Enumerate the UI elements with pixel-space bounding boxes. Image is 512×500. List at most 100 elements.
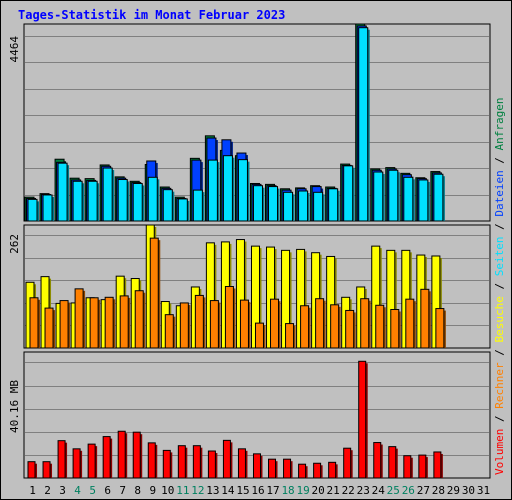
bar-seiten-day-26 [403,176,415,222]
bar-seiten-day-1-body [27,198,38,222]
bar-rechner-day-12-body [194,294,204,349]
legend-separator: / [493,276,506,296]
bar-rechner-day-27-body [420,288,430,349]
bar-volumen-day-14 [222,439,233,479]
legend-entry-seiten: Seiten [493,237,506,277]
bar-rechner-day-17 [270,298,281,349]
bar-seiten-day-8-body [132,182,143,222]
x-tick-label-day-18: 18 [281,484,294,497]
bar-rechner-day-4-body [74,288,84,349]
bar-volumen-day-27-body [418,454,427,479]
bar-seiten-day-3-body [57,162,68,222]
bar-rechner-day-18-body [285,323,295,349]
bar-seiten-day-28-body [433,173,444,222]
bar-rechner-day-8 [134,290,146,349]
y-max-label-middle: 262 [8,234,21,254]
bar-volumen-day-7-body [117,430,126,479]
bar-volumen-day-16-body [252,453,261,479]
bar-seiten-day-4-body [72,180,83,222]
bar-rechner-day-15-body [239,299,249,349]
bar-volumen-day-24 [373,442,383,479]
bar-volumen-day-9 [147,442,158,479]
bar-seiten-day-23 [358,27,370,222]
bar-seiten-day-16-body [252,185,263,222]
x-tick-label-day-19: 19 [296,484,309,497]
x-tick-label-day-8: 8 [134,484,141,497]
x-tick-label-day-28: 28 [432,484,445,497]
bar-rechner-day-20 [315,298,326,349]
x-tick-label-day-7: 7 [119,484,126,497]
bar-seiten-day-24-body [373,171,384,222]
bar-volumen-day-12 [192,445,203,479]
bar-rechner-day-16-body [254,322,264,349]
x-tick-label-day-26: 26 [402,484,415,497]
bar-seiten-day-12-body [192,189,203,222]
bar-seiten-day-13 [207,159,220,222]
bar-volumen-day-21 [328,461,338,479]
x-tick-label-day-5: 5 [89,484,96,497]
x-tick-label-day-9: 9 [149,484,156,497]
bar-rechner-day-4 [74,288,86,349]
bar-seiten-day-28 [433,173,445,222]
bar-volumen-day-17 [268,458,278,479]
x-tick-label-day-14: 14 [221,484,235,497]
x-tick-label-day-30: 30 [462,484,475,497]
bar-rechner-day-10-body [164,314,174,349]
bar-rechner-day-14-body [224,286,234,349]
bar-rechner-day-15 [239,299,251,349]
bar-rechner-day-14 [224,286,236,349]
bar-volumen-day-2 [42,461,53,479]
bar-rechner-day-11-body [179,302,189,349]
bar-rechner-day-12 [194,294,206,349]
bar-seiten-day-11 [177,198,190,222]
y-max-label-top: 4464 [8,36,21,63]
bar-volumen-day-27 [418,454,428,479]
bar-rechner-day-13 [209,300,221,349]
bar-seiten-day-20 [313,191,325,222]
bar-seiten-day-4 [72,180,85,222]
bar-volumen-day-10 [162,449,173,479]
bar-seiten-day-10 [162,189,175,222]
bar-seiten-day-15-body [237,159,248,222]
bar-volumen-day-23 [358,360,368,479]
bar-seiten-day-18 [283,191,295,222]
bar-rechner-day-2-body [44,307,54,349]
x-tick-label-day-13: 13 [206,484,219,497]
bar-volumen-day-9-body [147,442,156,479]
bar-volumen-day-25 [388,446,398,479]
bar-rechner-day-7 [119,295,131,349]
x-tick-label-day-1: 1 [29,484,36,497]
bar-seiten-day-14 [222,155,235,222]
bar-volumen-day-11 [177,445,188,479]
bar-rechner-day-19-body [300,305,310,349]
bar-volumen-day-5 [87,443,98,479]
bar-seiten-day-2 [42,194,55,222]
bar-rechner-day-26 [405,298,416,349]
bar-volumen-day-19-body [298,463,307,479]
bar-seiten-day-23-body [358,27,369,222]
bar-rechner-day-27 [420,288,431,349]
x-tick-label-day-24: 24 [372,484,386,497]
bar-rechner-day-3 [59,300,71,349]
bar-rechner-day-5-body [89,297,99,349]
x-tick-label-day-16: 16 [251,484,264,497]
bar-seiten-day-25-body [388,169,399,222]
bar-seiten-day-13-body [207,159,218,222]
bar-seiten-day-25 [388,169,400,222]
bar-volumen-day-24-body [373,442,382,479]
bar-volumen-day-23-body [358,360,367,479]
bar-rechner-day-18 [285,323,296,349]
bar-rechner-day-24 [375,304,386,349]
x-tick-label-day-31: 31 [477,484,490,497]
legend-entry-dateien: Dateien [493,170,506,216]
bar-rechner-day-23 [360,298,371,349]
bar-rechner-day-17-body [270,298,280,349]
x-tick-label-day-12: 12 [191,484,204,497]
bar-seiten-day-6 [102,167,115,222]
bar-volumen-day-14-body [222,439,231,479]
bar-seiten-day-14-body [222,155,233,222]
bar-rechner-day-2 [44,307,56,349]
bar-seiten-day-20-body [313,191,324,222]
x-tick-label-day-17: 17 [266,484,279,497]
bar-volumen-day-3 [57,440,68,479]
